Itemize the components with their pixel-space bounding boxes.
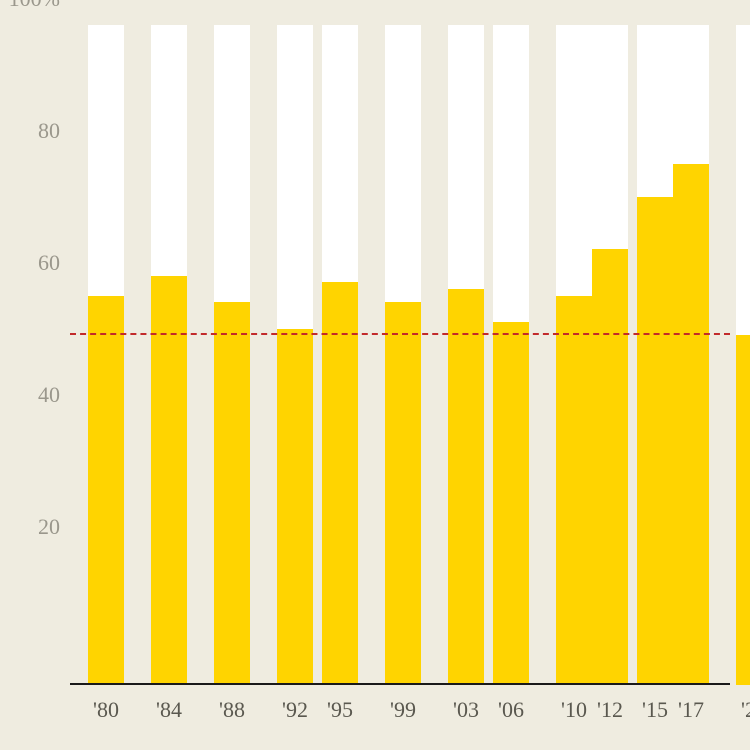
x-axis-tick-label: '95 [327, 685, 353, 723]
bar [493, 25, 529, 685]
bar [736, 25, 750, 685]
bar-value [592, 249, 628, 685]
bar [448, 25, 484, 685]
bar-value [322, 282, 358, 685]
chart-container: 20 40 60 80 100% '80 '84 '88 '92 '95 '99 '03 '06 '10… [0, 0, 750, 750]
bar-value [448, 289, 484, 685]
bar-value [736, 335, 750, 685]
bar [592, 25, 628, 685]
x-axis-tick-label: '88 [219, 685, 245, 723]
plot-area: 20406080100% '80'84'88'92'95'99'03'06'10… [70, 25, 730, 685]
y-axis-tick-label: 60 [38, 250, 70, 276]
bar [277, 25, 313, 685]
bar [322, 25, 358, 685]
bar [214, 25, 250, 685]
bar [556, 25, 592, 685]
x-axis-tick-label: '12 [597, 685, 623, 723]
bar [673, 25, 709, 685]
x-axis-tick-label: '06 [498, 685, 524, 723]
bar-value [214, 302, 250, 685]
x-axis-tick-label: '03 [453, 685, 479, 723]
bar-value [385, 302, 421, 685]
bar-value [88, 296, 124, 685]
y-axis-tick-label: 100% [9, 0, 70, 12]
x-axis-tick-label: '84 [156, 685, 182, 723]
bar [385, 25, 421, 685]
x-axis-tick-label: '15 [642, 685, 668, 723]
bar-value [493, 322, 529, 685]
x-axis-tick-label: '99 [390, 685, 416, 723]
bar [151, 25, 187, 685]
x-axis-tick-label: '17 [678, 685, 704, 723]
x-axis-tick-label: '21 [741, 685, 750, 723]
bar-value [556, 296, 592, 685]
x-axis-tick-label: '92 [282, 685, 308, 723]
bar-value [673, 164, 709, 685]
reference-line [70, 333, 730, 335]
bar [637, 25, 673, 685]
x-axis-tick-label: '80 [93, 685, 119, 723]
bar [88, 25, 124, 685]
y-axis-tick-label: 20 [38, 514, 70, 540]
bar-value [637, 197, 673, 685]
x-axis-tick-label: '10 [561, 685, 587, 723]
y-axis-tick-label: 80 [38, 118, 70, 144]
y-axis-tick-label: 40 [38, 382, 70, 408]
bar-value [277, 329, 313, 685]
bar-value [151, 276, 187, 685]
